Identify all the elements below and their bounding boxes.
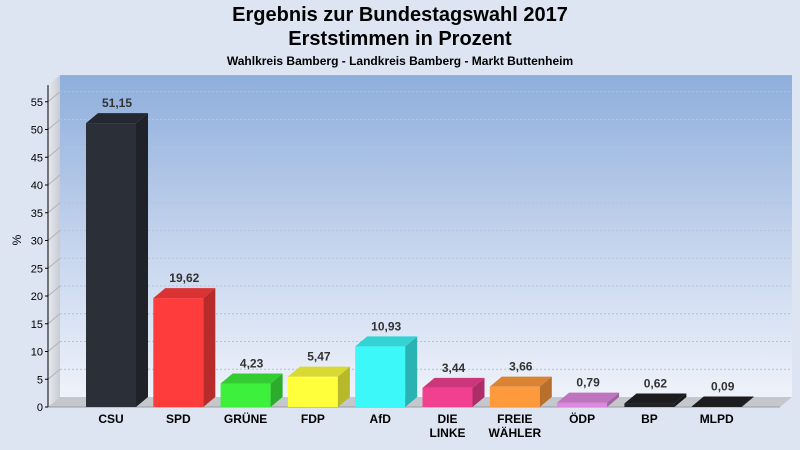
bar-front <box>220 383 271 407</box>
gridline-wall <box>47 368 61 380</box>
x-tick-label: DIE <box>437 412 457 426</box>
bar-front <box>153 298 204 407</box>
bar-front <box>624 403 675 407</box>
bar-top <box>86 113 148 124</box>
y-tick-label: 45 <box>31 152 43 164</box>
bar <box>691 396 754 407</box>
y-tick-label: 15 <box>31 319 43 331</box>
bar-top <box>691 396 754 407</box>
bar-top <box>355 336 418 347</box>
bar-side <box>472 377 485 407</box>
data-label: 0,09 <box>711 380 735 394</box>
gridline-wall <box>47 257 61 269</box>
bar-side <box>674 393 687 407</box>
data-label: 4,23 <box>240 357 264 371</box>
gridline-wall <box>47 313 61 325</box>
bar <box>153 288 216 407</box>
bar-side <box>136 113 148 408</box>
x-tick-label: GRÜNE <box>224 411 267 426</box>
bar-top <box>557 392 620 403</box>
bar-side <box>337 366 350 407</box>
bar-side <box>270 373 283 407</box>
bar-side <box>539 376 552 407</box>
bar-top <box>287 366 350 377</box>
chart-subtitle: Wahlkreis Bamberg - Landkreis Bamberg - … <box>226 54 574 68</box>
y-tick-label: 35 <box>31 208 43 220</box>
bar-side <box>405 336 418 407</box>
bar <box>557 392 620 407</box>
bar <box>355 336 418 407</box>
x-tick-label: LINKE <box>430 426 466 440</box>
bar-front <box>557 402 608 407</box>
plot-area: 0 5 10 15 20 25 30 35 40 45 50 55% 51,15 CSU 19,62 SPD 4… <box>10 75 792 440</box>
y-tick-label: 20 <box>31 291 43 303</box>
x-tick-label: ÖDP <box>569 411 595 426</box>
data-label: 19,62 <box>169 271 199 285</box>
left-wall <box>48 75 60 407</box>
gridline-wall <box>47 202 61 214</box>
y-tick-label: 5 <box>37 374 43 386</box>
y-axis-label: % <box>10 234 24 245</box>
chart-subtitle-line: Erststimmen in Prozent <box>288 28 512 50</box>
bar-front <box>86 123 136 408</box>
gridline-wall <box>47 91 61 103</box>
bar-top <box>422 377 485 388</box>
gridline-wall <box>47 230 61 241</box>
bar-side <box>203 288 216 407</box>
bar-top <box>624 393 687 404</box>
data-label: 51,15 <box>102 96 132 110</box>
bar-top <box>220 373 283 384</box>
bar-front <box>422 387 473 407</box>
gridline-wall <box>47 146 61 158</box>
data-label: 3,66 <box>509 360 533 374</box>
y-tick-label: 30 <box>31 236 43 248</box>
x-tick-label: BP <box>641 412 658 426</box>
bar <box>86 113 148 408</box>
x-tick-label: FREIE <box>497 412 532 426</box>
data-label: 0,79 <box>576 376 600 390</box>
bar-side <box>607 392 620 407</box>
data-label: 5,47 <box>307 350 331 364</box>
data-label: 10,93 <box>371 319 401 333</box>
y-tick-label: 55 <box>31 97 43 109</box>
y-tick-label: 40 <box>31 180 43 192</box>
bar-top <box>153 288 216 299</box>
bar <box>624 393 687 407</box>
gridline-wall <box>47 341 61 352</box>
x-tick-label: AfD <box>370 412 392 426</box>
x-tick-label: CSU <box>98 412 123 426</box>
x-tick-label: WÄHLER <box>488 425 541 440</box>
bar-front <box>355 346 406 407</box>
x-tick-label: FDP <box>301 412 325 426</box>
gridline-wall <box>47 285 61 297</box>
bar-front <box>489 386 540 407</box>
bar-side <box>741 396 754 407</box>
y-tick-label: 10 <box>31 347 43 359</box>
bar-front <box>287 376 338 407</box>
y-tick-label: 25 <box>31 263 43 275</box>
bar <box>287 366 350 407</box>
y-tick-label: 50 <box>31 125 43 137</box>
gridline-wall <box>47 119 61 130</box>
bar <box>220 373 283 407</box>
chart-title: Ergebnis zur Bundestagswahl 2017 <box>232 4 568 26</box>
bar <box>489 376 552 407</box>
data-label: 0,62 <box>644 377 668 391</box>
y-tick-label: 0 <box>37 402 43 414</box>
bar-top <box>489 376 552 387</box>
x-tick-label: MLPD <box>700 412 734 426</box>
data-label: 3,44 <box>442 361 466 375</box>
gridline-wall <box>47 174 61 186</box>
bar <box>422 377 485 407</box>
x-tick-label: SPD <box>166 412 191 426</box>
